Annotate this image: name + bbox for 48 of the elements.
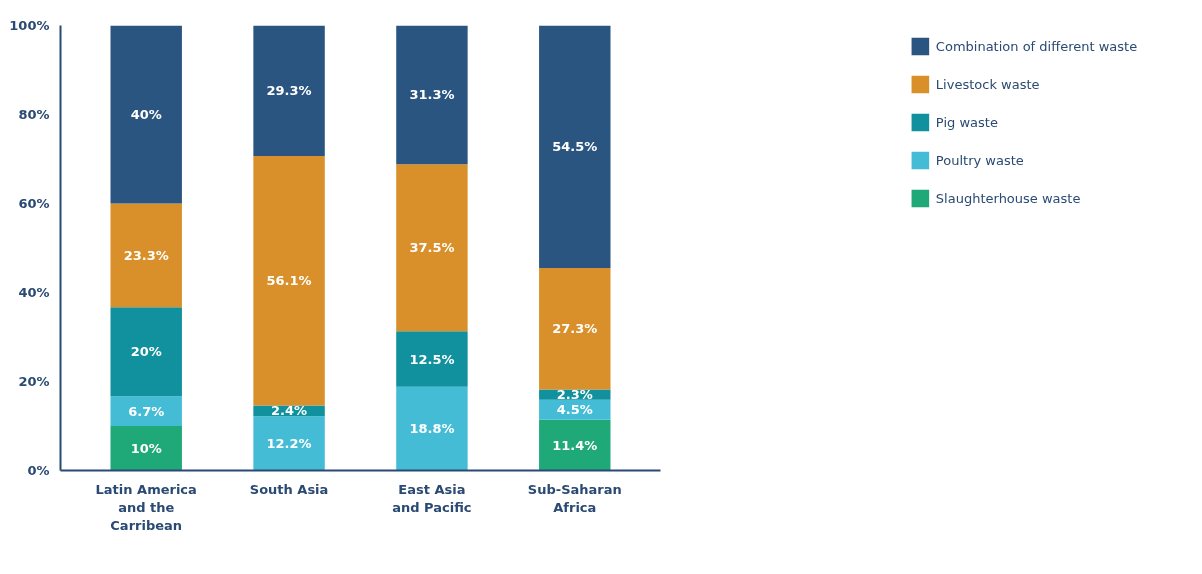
y-tick-label: 40% xyxy=(18,285,50,300)
data-label: 56.1% xyxy=(266,273,312,289)
data-label: 12.2% xyxy=(266,435,312,451)
bar xyxy=(253,416,325,471)
data-label: 27.3% xyxy=(552,321,598,337)
x-tick-label: East Asia and Pacific xyxy=(392,481,472,515)
bar xyxy=(110,203,182,308)
bar xyxy=(396,331,468,387)
legend-label: Poultry waste xyxy=(935,152,1024,168)
data-label: 2.4% xyxy=(271,403,308,419)
bar xyxy=(539,25,611,269)
legend-label: Pig waste xyxy=(935,114,998,130)
data-label: 20% xyxy=(130,344,162,360)
x-tick-label: Sub-Saharan Africa xyxy=(527,481,622,515)
y-tick-label: 60% xyxy=(18,196,50,211)
bar xyxy=(110,396,182,426)
data-label: 23.3% xyxy=(123,247,169,263)
y-tick-label: 80% xyxy=(18,107,50,122)
bar xyxy=(396,164,468,332)
bar xyxy=(396,25,468,165)
legend-label: Combination of different waste xyxy=(935,38,1138,54)
data-label: 18.8% xyxy=(409,421,455,437)
bar xyxy=(110,426,182,471)
bar xyxy=(539,268,611,390)
data-label: 31.3% xyxy=(409,87,455,103)
legend-label: Livestock waste xyxy=(935,76,1040,92)
y-tick-label: 100% xyxy=(9,18,50,33)
bar xyxy=(110,25,182,204)
data-label: 37.5% xyxy=(409,240,455,256)
bar xyxy=(396,386,468,471)
x-tick-label: South Asia xyxy=(249,481,329,497)
bar xyxy=(253,25,325,156)
data-label: 12.5% xyxy=(409,351,455,367)
data-label: 29.3% xyxy=(266,83,312,99)
data-label: 2.3% xyxy=(556,387,593,403)
legend-label: Slaughterhouse waste xyxy=(935,190,1081,206)
bar xyxy=(539,419,611,471)
data-label: 11.4% xyxy=(552,437,598,453)
data-label: 54.5% xyxy=(552,139,598,155)
bar xyxy=(110,307,182,397)
data-label: 40% xyxy=(130,107,162,122)
data-label: 4.5% xyxy=(556,402,593,418)
y-tick-label: 0% xyxy=(27,463,50,478)
data-label: 6.7% xyxy=(128,403,165,419)
y-tick-label: 20% xyxy=(18,374,50,389)
x-tick-label: Latin America and the Carribean xyxy=(95,481,197,533)
data-label: 10% xyxy=(130,440,162,456)
bar xyxy=(253,155,325,406)
